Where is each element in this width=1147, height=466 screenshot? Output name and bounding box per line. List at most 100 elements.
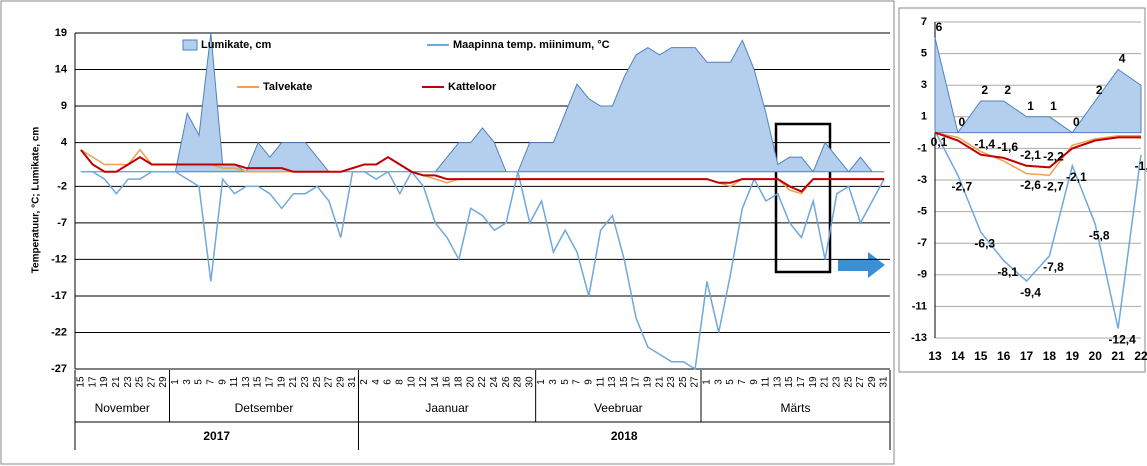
- x-tick-label: 9: [217, 379, 228, 385]
- data-label: -8,1: [997, 265, 1018, 279]
- data-label: -9,4: [1020, 285, 1041, 299]
- legend-label: Lumikate, cm: [201, 39, 272, 51]
- y-tick-label: -9: [917, 269, 927, 281]
- x-tick-label: 21: [654, 376, 665, 388]
- x-tick-label: 11: [761, 376, 772, 387]
- x-tick-label: 21: [1111, 349, 1125, 363]
- data-label: -6,3: [974, 236, 995, 250]
- x-tick-label: 7: [205, 379, 216, 385]
- x-tick-label: 17: [87, 376, 98, 388]
- y-tick-label: -3: [917, 174, 927, 186]
- x-tick-label: 9: [583, 379, 594, 385]
- y-tick-label: 9: [61, 100, 67, 112]
- y-tick-label: -17: [51, 290, 67, 302]
- y-tick-label: 5: [921, 48, 927, 60]
- data-label: 0: [1073, 115, 1080, 129]
- x-tick-label: 3: [713, 379, 724, 385]
- month-label: Detsember: [235, 401, 294, 415]
- x-tick-label: 22: [477, 376, 488, 388]
- y-tick-label: 7: [921, 16, 927, 28]
- x-tick-label: 31: [879, 376, 890, 388]
- data-label: -2,7: [952, 179, 973, 193]
- x-tick-label: 20: [465, 376, 476, 388]
- x-tick-label: 27: [855, 376, 866, 388]
- month-label: Märts: [781, 401, 811, 415]
- x-tick-label: 18: [1043, 349, 1057, 363]
- x-tick-label: 23: [123, 376, 134, 388]
- x-tick-label: 12: [418, 376, 429, 388]
- x-tick-label: 24: [489, 376, 500, 388]
- x-tick-label: 29: [867, 376, 878, 388]
- series-line: [80, 149, 885, 193]
- x-tick-label: 23: [666, 376, 677, 388]
- x-tick-label: 11: [595, 376, 606, 387]
- x-tick-label: 22: [1134, 349, 1147, 363]
- x-tick-label: 25: [843, 376, 854, 388]
- legend-swatch: [182, 39, 198, 51]
- inset-frame: [898, 7, 1146, 373]
- highlight-box: [774, 122, 832, 274]
- x-tick-label: 28: [513, 376, 524, 388]
- data-label: -12,4: [1108, 333, 1136, 347]
- x-tick-label: 17: [631, 376, 642, 388]
- x-tick-label: 16: [997, 349, 1011, 363]
- y-tick-label: 1: [921, 111, 927, 123]
- data-label: 1: [1027, 99, 1034, 113]
- x-tick-label: 19: [276, 376, 287, 388]
- y-tick-label: -5: [917, 206, 927, 218]
- x-tick-label: 18: [454, 376, 465, 388]
- x-tick-label: 16: [442, 376, 453, 388]
- x-tick-label: 19: [99, 376, 110, 388]
- x-tick-label: 27: [146, 376, 157, 388]
- x-tick-label: 7: [572, 379, 583, 385]
- y-tick-label: 3: [921, 79, 927, 91]
- x-tick-label: 17: [265, 376, 276, 388]
- x-tick-label: 13: [928, 349, 942, 363]
- data-label: -2,7: [1043, 179, 1064, 193]
- x-tick-label: 11: [229, 376, 240, 387]
- x-tick-label: 30: [524, 376, 535, 388]
- y-tick-label: -22: [51, 326, 67, 338]
- x-tick-label: 20: [1089, 349, 1103, 363]
- x-tick-label: 15: [76, 376, 87, 388]
- y-tick-label: -27: [51, 363, 67, 375]
- x-tick-label: 13: [241, 376, 252, 388]
- x-tick-label: 17: [796, 376, 807, 388]
- x-tick-label: 21: [111, 376, 122, 388]
- legend-label: Katteloor: [448, 81, 497, 93]
- month-label: Jaanuar: [425, 401, 468, 415]
- year-label: 2017: [203, 429, 230, 443]
- x-tick-label: 23: [831, 376, 842, 388]
- data-label: -2,1: [1066, 170, 1087, 184]
- arrow: [838, 252, 885, 278]
- x-tick-label: 29: [335, 376, 346, 388]
- x-tick-label: 15: [974, 349, 988, 363]
- x-tick-label: 8: [394, 379, 405, 385]
- snow-area: [934, 37, 1142, 134]
- x-tick-label: 10: [406, 376, 417, 388]
- x-tick-label: 14: [951, 349, 965, 363]
- x-tick-label: 5: [725, 379, 736, 385]
- x-tick-label: 2: [359, 379, 370, 385]
- y-tick-label: 19: [55, 27, 67, 39]
- x-tick-label: 5: [560, 379, 571, 385]
- data-label: -5,8: [1089, 228, 1110, 242]
- x-tick-label: 19: [808, 376, 819, 388]
- data-label: 4: [1119, 52, 1126, 66]
- x-tick-label: 29: [158, 376, 169, 388]
- x-tick-label: 1: [170, 379, 181, 385]
- x-tick-label: 19: [643, 376, 654, 388]
- x-tick-label: 25: [312, 376, 323, 388]
- data-label: 6: [936, 20, 943, 34]
- x-tick-label: 5: [194, 379, 205, 385]
- x-tick-label: 15: [784, 376, 795, 388]
- x-tick-label: 25: [678, 376, 689, 388]
- x-tick-label: 25: [135, 376, 146, 388]
- x-tick-label: 1: [702, 379, 713, 385]
- x-tick-label: 3: [548, 379, 559, 385]
- y-tick-label: 4: [61, 136, 68, 148]
- series-line: [934, 130, 1142, 329]
- x-tick-label: 26: [501, 376, 512, 388]
- data-label: -2,6: [1020, 178, 1041, 192]
